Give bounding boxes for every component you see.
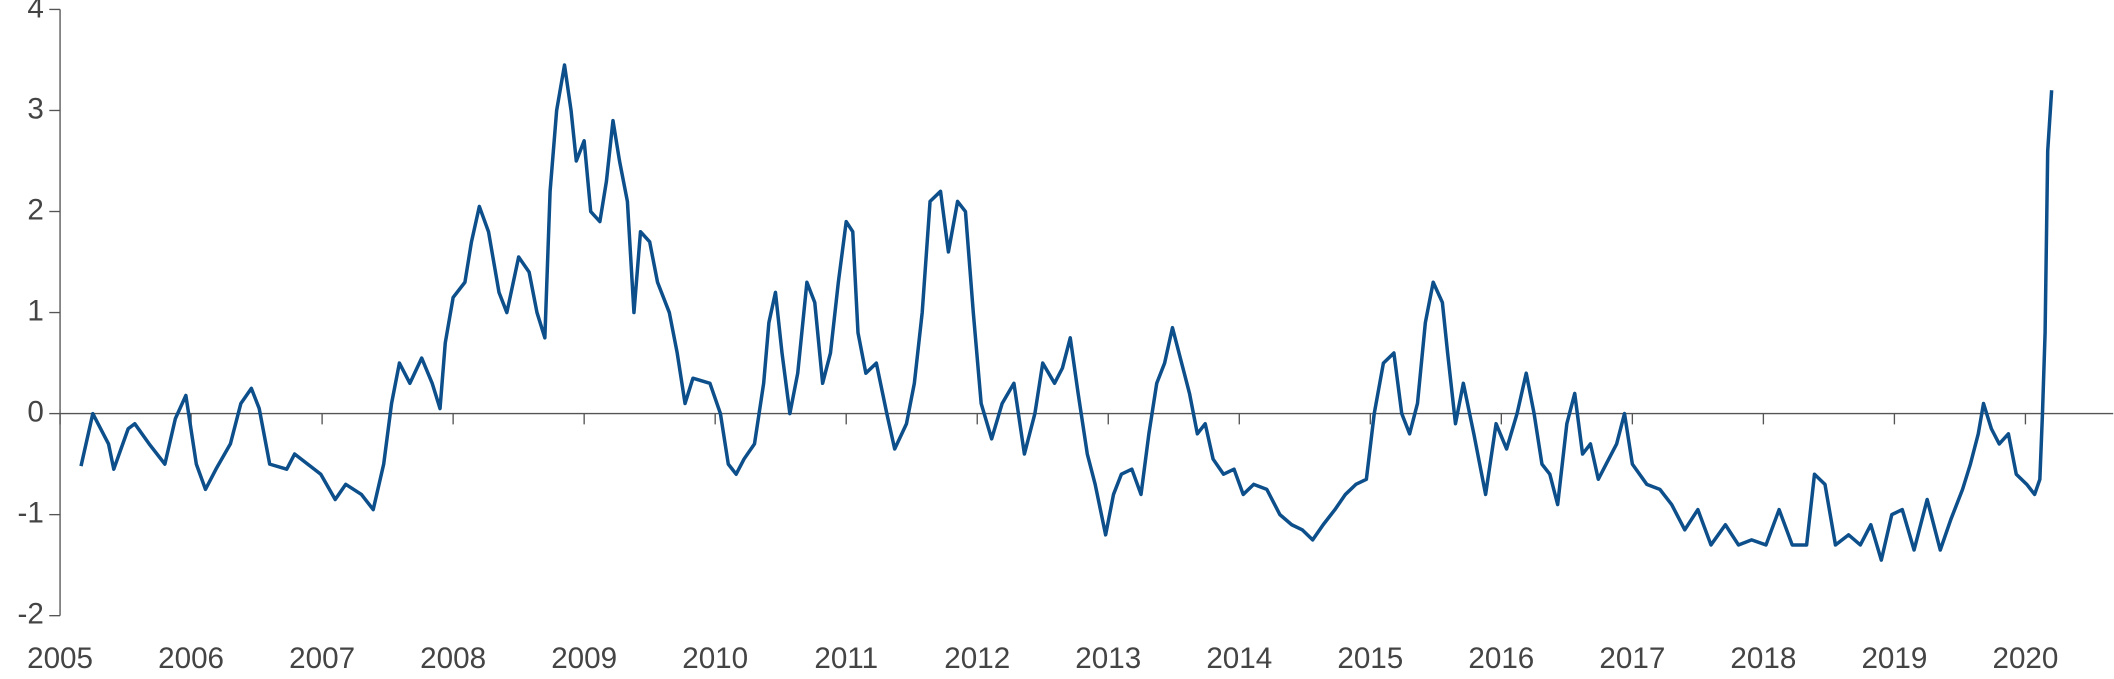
x-tick-label: 2012 [944,642,1010,675]
x-tick-label: 2013 [1075,642,1141,675]
series-line [79,63,2054,562]
y-tick-label: -2 [18,598,44,631]
x-tick-label: 2008 [420,642,486,675]
y-tick-label: 1 [27,294,43,327]
x-tick-label: 2007 [289,642,355,675]
x-tick-label: 2006 [158,642,224,675]
x-tick-label: 2011 [814,642,878,675]
x-tick-label: 2020 [1992,642,2058,675]
x-tick-label: 2017 [1599,642,1665,675]
y-tick-label: 3 [27,92,43,125]
x-tick-label: 2016 [1468,642,1534,675]
x-tick-label: 2014 [1206,642,1272,675]
x-tick-label: 2010 [682,642,748,675]
x-tick-label: 2005 [27,642,93,675]
y-tick-label: 4 [27,0,43,24]
y-tick-label: 2 [27,193,43,226]
y-tick-label: -1 [18,496,44,529]
x-tick-label: 2018 [1730,642,1796,675]
x-tick-label: 2019 [1861,642,1927,675]
x-tick-label: 2009 [551,642,617,675]
y-tick-label: 0 [27,395,43,428]
x-tick-label: 2015 [1337,642,1403,675]
